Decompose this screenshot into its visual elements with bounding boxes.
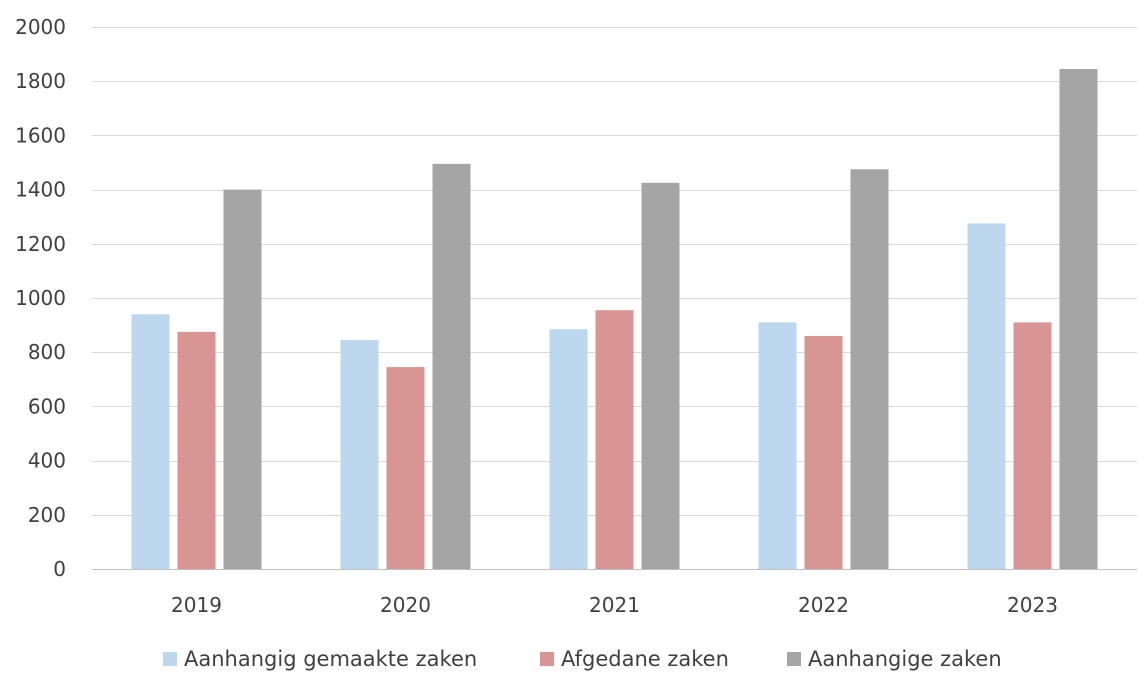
y-tick-label: 1400	[15, 178, 66, 202]
y-tick-label: 400	[28, 449, 66, 473]
legend-swatch	[163, 652, 177, 666]
bar-aanhangige-zaken-2022	[850, 169, 889, 569]
bar-afgedane-zaken-2023	[1013, 322, 1052, 569]
y-tick-label: 200	[28, 503, 66, 527]
y-tick-label: 1600	[15, 123, 66, 147]
legend-label: Aanhangig gemaakte zaken	[184, 647, 477, 671]
y-axis-tick-labels: 0 200 400 600 800 1000 1200 1400 1600 1800 2000	[15, 15, 66, 581]
legend-swatch	[787, 652, 801, 666]
x-tick-label: 2020	[380, 593, 431, 617]
legend-label: Aanhangige zaken	[808, 647, 1002, 671]
bar-aanhangig-gemaakte-zaken-2023	[967, 223, 1006, 569]
legend-label: Afgedane zaken	[561, 647, 729, 671]
y-tick-label: 2000	[15, 15, 66, 39]
x-tick-label: 2022	[798, 593, 849, 617]
bar-aanhangig-gemaakte-zaken-2022	[758, 322, 797, 569]
bar-afgedane-zaken-2020	[386, 367, 425, 569]
y-tick-label: 800	[28, 340, 66, 364]
x-axis-tick-labels: 2019 2020 2021 2022 2023	[171, 593, 1058, 617]
y-tick-label: 1800	[15, 69, 66, 93]
bar-aanhangig-gemaakte-zaken-2019	[131, 314, 170, 569]
legend-swatch	[540, 652, 554, 666]
bar-afgedane-zaken-2022	[804, 335, 843, 569]
x-tick-label: 2023	[1007, 593, 1058, 617]
bar-aanhangig-gemaakte-zaken-2020	[340, 340, 379, 569]
bar-aanhangige-zaken-2020	[432, 163, 471, 570]
bar-aanhangige-zaken-2019	[223, 189, 262, 569]
x-tick-label: 2021	[589, 593, 640, 617]
y-tick-label: 600	[28, 394, 66, 418]
y-tick-label: 1200	[15, 232, 66, 256]
bars	[131, 69, 1098, 570]
bar-afgedane-zaken-2019	[177, 331, 216, 569]
bar-afgedane-zaken-2021	[595, 310, 634, 569]
x-tick-label: 2019	[171, 593, 222, 617]
y-tick-label: 0	[53, 557, 66, 581]
legend: Aanhangig gemaakte zaken Afgedane zaken Aa…	[163, 647, 1002, 671]
bar-aanhangige-zaken-2023	[1059, 69, 1098, 569]
bar-aanhangige-zaken-2021	[641, 182, 680, 569]
y-tick-label: 1000	[15, 286, 66, 310]
bar-aanhangig-gemaakte-zaken-2021	[549, 329, 588, 569]
